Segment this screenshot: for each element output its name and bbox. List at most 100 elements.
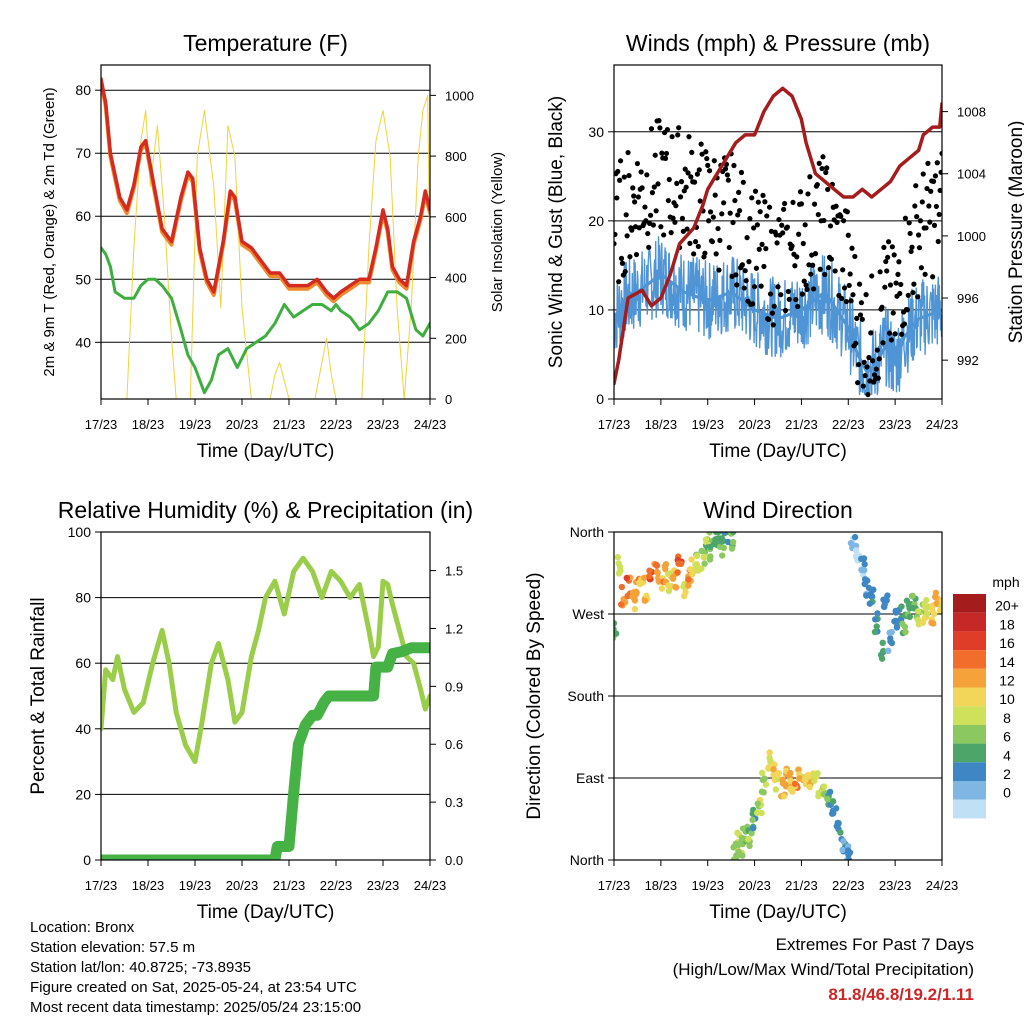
direction-colorbar-label: 0	[1003, 785, 1011, 801]
winds-gust-point	[740, 179, 746, 185]
winds-gust-point	[865, 391, 871, 398]
winds-gust-point	[825, 186, 831, 193]
winds-gust-point	[905, 292, 911, 298]
winds-gust-point	[691, 179, 698, 185]
direction-title: Wind Direction	[703, 497, 853, 523]
direction-direction-point	[806, 783, 813, 791]
winds-gust-point	[928, 188, 934, 194]
winds-gust-point	[752, 188, 759, 194]
direction-xtick-label: 18/23	[645, 878, 678, 893]
winds-gust-point	[666, 176, 672, 183]
winds-gust-point	[630, 185, 636, 191]
direction-ytick-label: South	[567, 688, 604, 704]
winds-frame	[613, 64, 943, 400]
winds-gust-point	[811, 201, 818, 207]
winds-gust-point	[915, 232, 922, 238]
direction-direction-point	[618, 583, 626, 591]
direction-direction-point	[662, 565, 669, 573]
winds-gust-point	[855, 361, 862, 368]
winds-gust-point	[913, 183, 919, 189]
direction-direction-point	[839, 846, 846, 854]
winds-gust-point	[793, 296, 799, 303]
winds-gust-point	[672, 219, 678, 225]
direction-xtick-label: 19/23	[691, 878, 724, 893]
winds-gust-point	[688, 174, 694, 180]
winds-gust-point	[646, 244, 652, 250]
direction-direction-point	[750, 824, 757, 832]
winds-gust-point	[707, 209, 714, 215]
direction-colorbar-label: 2	[1003, 766, 1011, 782]
winds-gust-point	[721, 200, 727, 206]
winds-gust-point	[632, 199, 638, 205]
winds-xlabel: Time (Day/UTC)	[709, 441, 847, 462]
winds-gust-point	[910, 289, 916, 296]
temperature-xtick-label: 24/23	[414, 417, 447, 432]
direction-colorbar-swatch	[953, 650, 986, 669]
winds-gust-point	[795, 303, 801, 310]
direction-direction-point	[685, 582, 692, 589]
winds-gust-point	[792, 263, 798, 269]
winds-gust-point	[803, 282, 809, 288]
winds-gust-point	[860, 383, 866, 389]
winds-y2tick-label: 1004	[957, 167, 986, 182]
extremes-block: Extremes For Past 7 Days (High/Low/Max W…	[673, 932, 974, 1007]
winds-gust-point	[918, 265, 924, 271]
winds-gust-point	[801, 278, 807, 284]
winds-xtick-label: 17/23	[598, 417, 631, 432]
winds-gust-point	[843, 298, 850, 305]
direction-direction-point	[893, 624, 901, 631]
direction-colorbar-label: 4	[1003, 747, 1011, 763]
winds-xtick-label: 24/23	[926, 417, 959, 432]
direction-direction-point	[811, 777, 818, 784]
temperature-xtick-label: 23/23	[367, 417, 400, 432]
temperature-xtick-label: 21/23	[273, 417, 306, 432]
winds-gust-point	[736, 189, 742, 195]
humidity-xlabel: Time (Day/UTC)	[197, 902, 335, 923]
winds-gust-point	[724, 172, 730, 178]
extremes-title: Extremes For Past 7 Days	[775, 935, 974, 954]
direction-xtick-label: 21/23	[785, 878, 818, 893]
winds-gust-point	[704, 155, 710, 162]
winds-gust-point	[886, 330, 893, 336]
direction-direction-point	[885, 647, 892, 655]
winds-gust-point	[758, 283, 764, 289]
direction-direction-point	[837, 829, 844, 836]
winds-gust-point	[934, 160, 940, 166]
temperature-ylabel-left: 2m & 9m T (Red, Orange) & 2m Td (Green)	[41, 87, 58, 376]
winds-gust-point	[936, 211, 942, 218]
winds-gust-point	[847, 271, 853, 277]
winds-gust-point	[912, 203, 918, 209]
winds-gust-point	[887, 282, 894, 288]
direction-direction-point	[677, 560, 685, 568]
winds-gust-point	[712, 192, 718, 198]
humidity-y2tick-label: 0.3	[445, 795, 463, 810]
winds-gust-point	[659, 150, 665, 156]
direction-direction-point	[633, 588, 640, 595]
winds-gust-point	[751, 284, 758, 290]
temperature-xtick-label: 20/23	[226, 417, 259, 432]
winds-gust-point	[877, 269, 883, 275]
winds-gust-point	[710, 214, 716, 220]
direction-direction-point	[923, 610, 931, 618]
winds-gust-point	[766, 204, 773, 210]
direction-direction-point	[739, 825, 747, 832]
humidity-y2tick-label: 0.6	[445, 737, 463, 752]
winds-gust-point	[785, 288, 791, 295]
direction-direction-point	[931, 593, 939, 601]
temperature-xtick-label: 19/23	[179, 417, 212, 432]
winds-ytick-label: 30	[588, 124, 604, 140]
winds-gust-point	[711, 158, 717, 164]
winds-gust-point	[769, 310, 775, 316]
winds-gust-point	[691, 251, 697, 257]
direction-direction-point	[887, 638, 894, 645]
direction-direction-point	[780, 793, 788, 800]
winds-gust-point	[937, 187, 942, 194]
winds-gust-point	[897, 290, 903, 297]
direction-direction-point	[861, 561, 868, 568]
winds-gust-point	[617, 158, 624, 164]
winds-gust-point	[923, 225, 929, 231]
latlon-text: Station lat/lon: 40.8725; -73.8935	[30, 959, 252, 976]
winds-gust-point	[800, 240, 806, 247]
winds-gust-point	[885, 254, 891, 260]
winds-gust-point	[733, 272, 739, 278]
